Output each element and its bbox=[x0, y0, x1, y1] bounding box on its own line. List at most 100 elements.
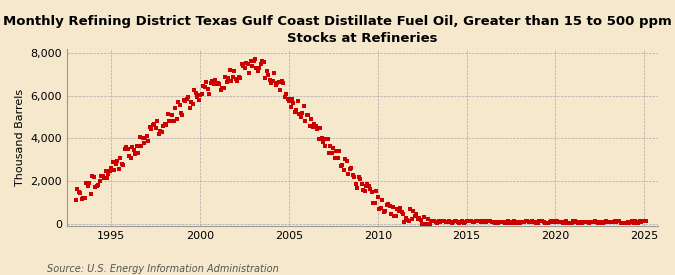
Point bbox=[559, 220, 570, 224]
Point bbox=[97, 174, 108, 179]
Point bbox=[254, 66, 265, 70]
Point bbox=[364, 183, 375, 188]
Point bbox=[340, 156, 351, 161]
Point bbox=[543, 220, 554, 225]
Point bbox=[435, 220, 446, 224]
Point bbox=[234, 75, 244, 79]
Point bbox=[564, 221, 574, 225]
Point bbox=[516, 220, 526, 224]
Point bbox=[427, 219, 438, 223]
Point bbox=[379, 210, 389, 214]
Point bbox=[122, 146, 133, 151]
Point bbox=[245, 59, 256, 63]
Point bbox=[399, 220, 410, 225]
Point bbox=[267, 79, 278, 83]
Point bbox=[578, 220, 589, 224]
Point bbox=[273, 80, 284, 84]
Point bbox=[454, 221, 464, 225]
Point bbox=[390, 214, 401, 218]
Point bbox=[327, 151, 338, 155]
Point bbox=[113, 167, 124, 171]
Point bbox=[333, 156, 344, 160]
Point bbox=[214, 81, 225, 86]
Point bbox=[199, 85, 210, 89]
Point bbox=[261, 69, 272, 73]
Point bbox=[342, 159, 352, 164]
Point bbox=[323, 150, 334, 155]
Point bbox=[467, 220, 478, 224]
Point bbox=[537, 219, 547, 224]
Point bbox=[502, 221, 512, 225]
Point bbox=[494, 220, 505, 224]
Point bbox=[458, 221, 469, 225]
Point bbox=[227, 75, 238, 80]
Point bbox=[105, 169, 115, 174]
Point bbox=[404, 219, 414, 223]
Point bbox=[182, 97, 192, 101]
Point bbox=[244, 71, 254, 76]
Y-axis label: Thousand Barrels: Thousand Barrels bbox=[15, 89, 25, 186]
Point bbox=[149, 122, 160, 127]
Point bbox=[426, 219, 437, 223]
Point bbox=[229, 69, 240, 73]
Point bbox=[179, 98, 190, 102]
Point bbox=[620, 221, 630, 225]
Point bbox=[500, 221, 510, 225]
Point bbox=[225, 68, 236, 73]
Point bbox=[461, 219, 472, 223]
Point bbox=[534, 219, 545, 223]
Point bbox=[568, 219, 578, 223]
Point bbox=[481, 219, 491, 224]
Point bbox=[241, 61, 252, 65]
Point bbox=[472, 219, 483, 223]
Point bbox=[392, 207, 402, 211]
Point bbox=[495, 220, 506, 224]
Point bbox=[456, 219, 466, 224]
Point bbox=[103, 172, 114, 176]
Point bbox=[192, 95, 202, 99]
Point bbox=[196, 92, 207, 96]
Point bbox=[306, 117, 317, 122]
Point bbox=[263, 72, 274, 77]
Point bbox=[429, 219, 439, 223]
Point bbox=[337, 163, 348, 167]
Point bbox=[329, 156, 340, 160]
Point bbox=[477, 220, 488, 224]
Point bbox=[583, 219, 593, 224]
Point bbox=[485, 219, 495, 223]
Point bbox=[147, 122, 158, 127]
Point bbox=[633, 221, 644, 225]
Point bbox=[133, 151, 144, 155]
Point bbox=[488, 220, 499, 224]
Point bbox=[612, 219, 623, 223]
Point bbox=[589, 220, 599, 224]
Point bbox=[75, 191, 86, 195]
Point bbox=[518, 220, 529, 224]
Point bbox=[535, 219, 546, 223]
Point bbox=[584, 221, 595, 225]
Point bbox=[519, 219, 530, 224]
Point bbox=[439, 219, 450, 223]
Point bbox=[74, 189, 84, 194]
Point bbox=[155, 129, 165, 133]
Point bbox=[251, 65, 262, 70]
Point bbox=[466, 219, 477, 224]
Point bbox=[200, 80, 211, 84]
Point bbox=[219, 86, 230, 90]
Point bbox=[279, 95, 290, 99]
Point bbox=[507, 220, 518, 224]
Point bbox=[354, 176, 365, 181]
Point bbox=[115, 156, 126, 161]
Point bbox=[545, 219, 556, 224]
Point bbox=[482, 219, 493, 224]
Point bbox=[373, 195, 383, 200]
Point bbox=[639, 219, 649, 224]
Point bbox=[441, 220, 452, 225]
Point bbox=[529, 220, 540, 224]
Point bbox=[321, 137, 331, 141]
Point bbox=[445, 220, 456, 225]
Point bbox=[159, 122, 170, 126]
Point bbox=[238, 64, 248, 68]
Point bbox=[281, 92, 292, 96]
Point bbox=[508, 219, 519, 224]
